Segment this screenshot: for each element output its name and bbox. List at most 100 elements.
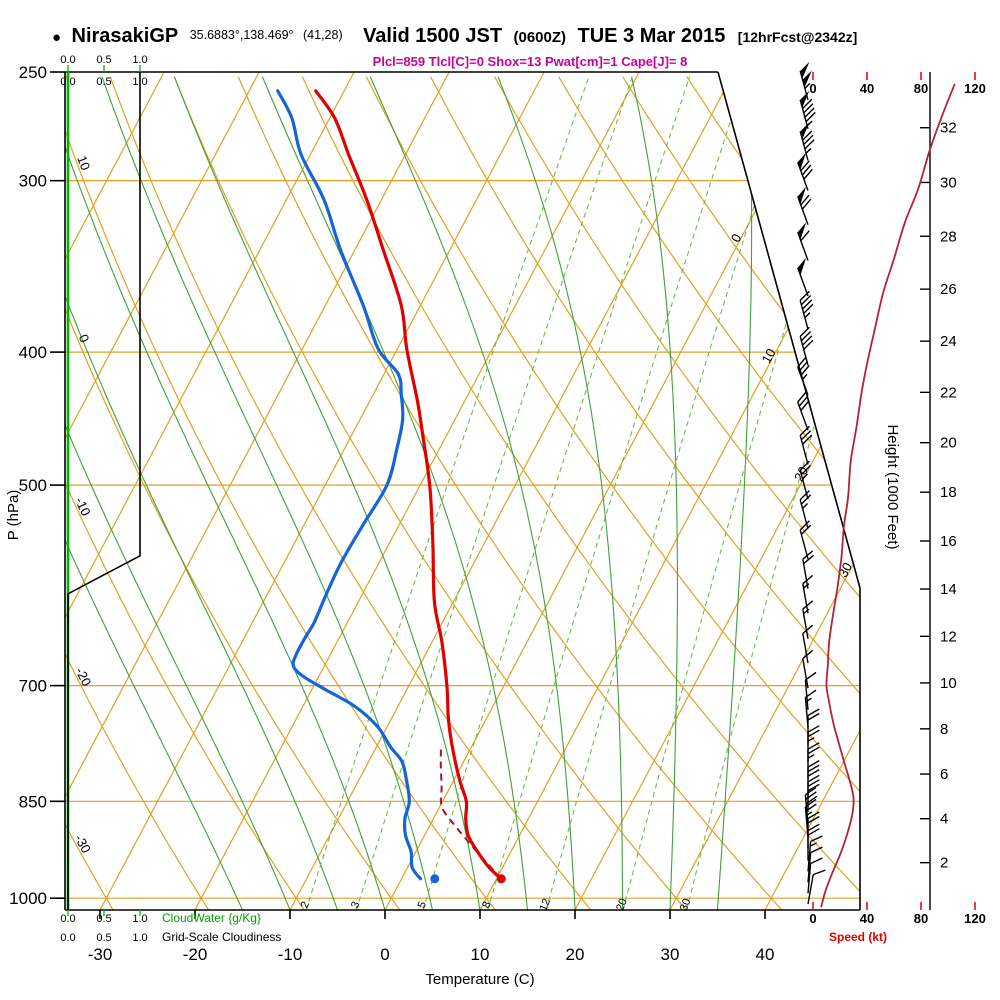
sounding-profiles xyxy=(66,72,506,910)
station-dot-icon: ● xyxy=(52,29,61,46)
isotherm-line xyxy=(574,72,860,910)
mixing-ratio-line xyxy=(487,76,746,910)
barb-full xyxy=(800,524,812,535)
wind-barb xyxy=(804,689,817,728)
dry-adiabat-line xyxy=(365,76,860,910)
speed-tick-label-top: 0 xyxy=(809,81,816,96)
isotherm-line xyxy=(384,72,830,910)
barb-half xyxy=(803,583,810,589)
barb-full xyxy=(803,303,814,314)
barb-full xyxy=(800,331,812,342)
dry-adiabat-line xyxy=(65,76,210,910)
barb-staff xyxy=(807,863,812,894)
barb-full xyxy=(800,365,810,376)
height-tick-label: 30 xyxy=(940,174,957,191)
barb-full xyxy=(807,815,820,824)
barb-full xyxy=(804,671,817,681)
moist-adiabat-line xyxy=(173,76,481,910)
barb-full xyxy=(807,768,820,777)
dry-adiabat-label: -20 xyxy=(73,665,95,689)
wind-barb xyxy=(807,823,820,861)
pressure-tick-label: 250 xyxy=(19,63,47,82)
height-tick-label: 6 xyxy=(940,766,948,783)
barb-full xyxy=(807,823,820,832)
temperature-tick-label: 10 xyxy=(471,945,490,964)
moist-adiabat-line xyxy=(631,76,678,910)
temperature-tick-label: 20 xyxy=(566,945,585,964)
plot-border xyxy=(717,71,861,589)
pressure-tick-label: 400 xyxy=(19,343,47,362)
barb-full xyxy=(807,759,820,768)
grid-point: (41,28) xyxy=(303,28,343,42)
barb-half xyxy=(809,842,817,847)
pressure-axis-label: P (hPa) xyxy=(5,490,22,541)
barb-half xyxy=(804,82,811,89)
barb-full xyxy=(799,326,810,337)
barb-staff xyxy=(797,401,809,431)
moist-adiabat-line xyxy=(65,76,244,910)
barb-full xyxy=(804,798,817,808)
mixing-ratio-label: 5 xyxy=(416,900,429,910)
moist-adiabat-line xyxy=(369,76,576,910)
wind-barb xyxy=(797,356,810,396)
height-tick-label: 10 xyxy=(940,675,957,692)
barb-full xyxy=(807,811,820,820)
valid-utc: (0600Z) xyxy=(514,29,567,46)
barb-full xyxy=(807,779,820,787)
barb-full xyxy=(800,494,812,505)
barb-pennant xyxy=(797,257,807,276)
chart-title: ● NirasakiGP 35.6883°,138.469° (41,28) V… xyxy=(52,25,857,47)
station-name: NirasakiGP xyxy=(72,25,179,47)
wind-barb xyxy=(797,152,813,191)
isotherm-line xyxy=(289,72,735,910)
wind-barb xyxy=(799,122,815,161)
barb-staff xyxy=(807,852,812,883)
wind-barb xyxy=(799,290,814,330)
barb-pennant xyxy=(797,152,807,170)
temperature-tick-label: -30 xyxy=(88,945,113,964)
dry-adiabat-label: -10 xyxy=(72,495,94,518)
speed-tick-label-bottom: 120 xyxy=(964,911,986,926)
cloudiness-label: Grid-Scale Cloudiness xyxy=(162,930,281,944)
barb-half xyxy=(805,147,812,154)
barb-full xyxy=(805,791,817,800)
dry-adiabat-line xyxy=(65,76,496,910)
barb-full xyxy=(807,725,820,733)
barb-staff xyxy=(799,300,809,330)
barb-full xyxy=(800,160,810,172)
barb-staff xyxy=(797,162,809,191)
height-tick-label: 4 xyxy=(940,811,948,828)
pressure-tick-label: 700 xyxy=(19,677,47,696)
barb-staff xyxy=(807,874,814,905)
barb-full xyxy=(800,464,812,476)
wind-speed-curve xyxy=(820,83,956,908)
barb-staff xyxy=(804,679,809,710)
wind-barb xyxy=(799,425,813,465)
dry-adiabat-line xyxy=(494,76,860,910)
barb-staff xyxy=(797,196,809,225)
dry-adiabat-line xyxy=(237,76,783,910)
surface-dewpoint-dot xyxy=(430,874,440,884)
barb-full xyxy=(805,795,818,805)
stability-params: Plcl=859 Tlcl[C]=0 Shox=13 Pwat[cm]=1 Ca… xyxy=(373,54,688,69)
wind-barb xyxy=(799,460,812,500)
height-tick-label: 28 xyxy=(940,228,957,245)
moist-adiabat-line xyxy=(716,76,753,910)
barb-full xyxy=(807,783,820,792)
speed-tick-label-top: 80 xyxy=(914,81,928,96)
dry-adiabat-label: -30 xyxy=(72,832,94,856)
wind-barb xyxy=(797,257,809,297)
barb-staff xyxy=(802,658,809,689)
dry-adiabat-line xyxy=(65,76,401,910)
barb-full xyxy=(807,764,820,773)
temperature-tick-label: -10 xyxy=(278,945,303,964)
barb-full xyxy=(800,430,812,441)
isotherm-line xyxy=(65,72,355,910)
isotherm-line xyxy=(99,72,545,910)
temperature-tick-label: 40 xyxy=(756,945,775,964)
temperature-axis-label: Temperature (C) xyxy=(425,971,534,988)
isotherm-line xyxy=(955,72,1000,910)
speed-tick-label-top: 120 xyxy=(964,81,986,96)
mixing-ratio-line xyxy=(686,76,860,910)
